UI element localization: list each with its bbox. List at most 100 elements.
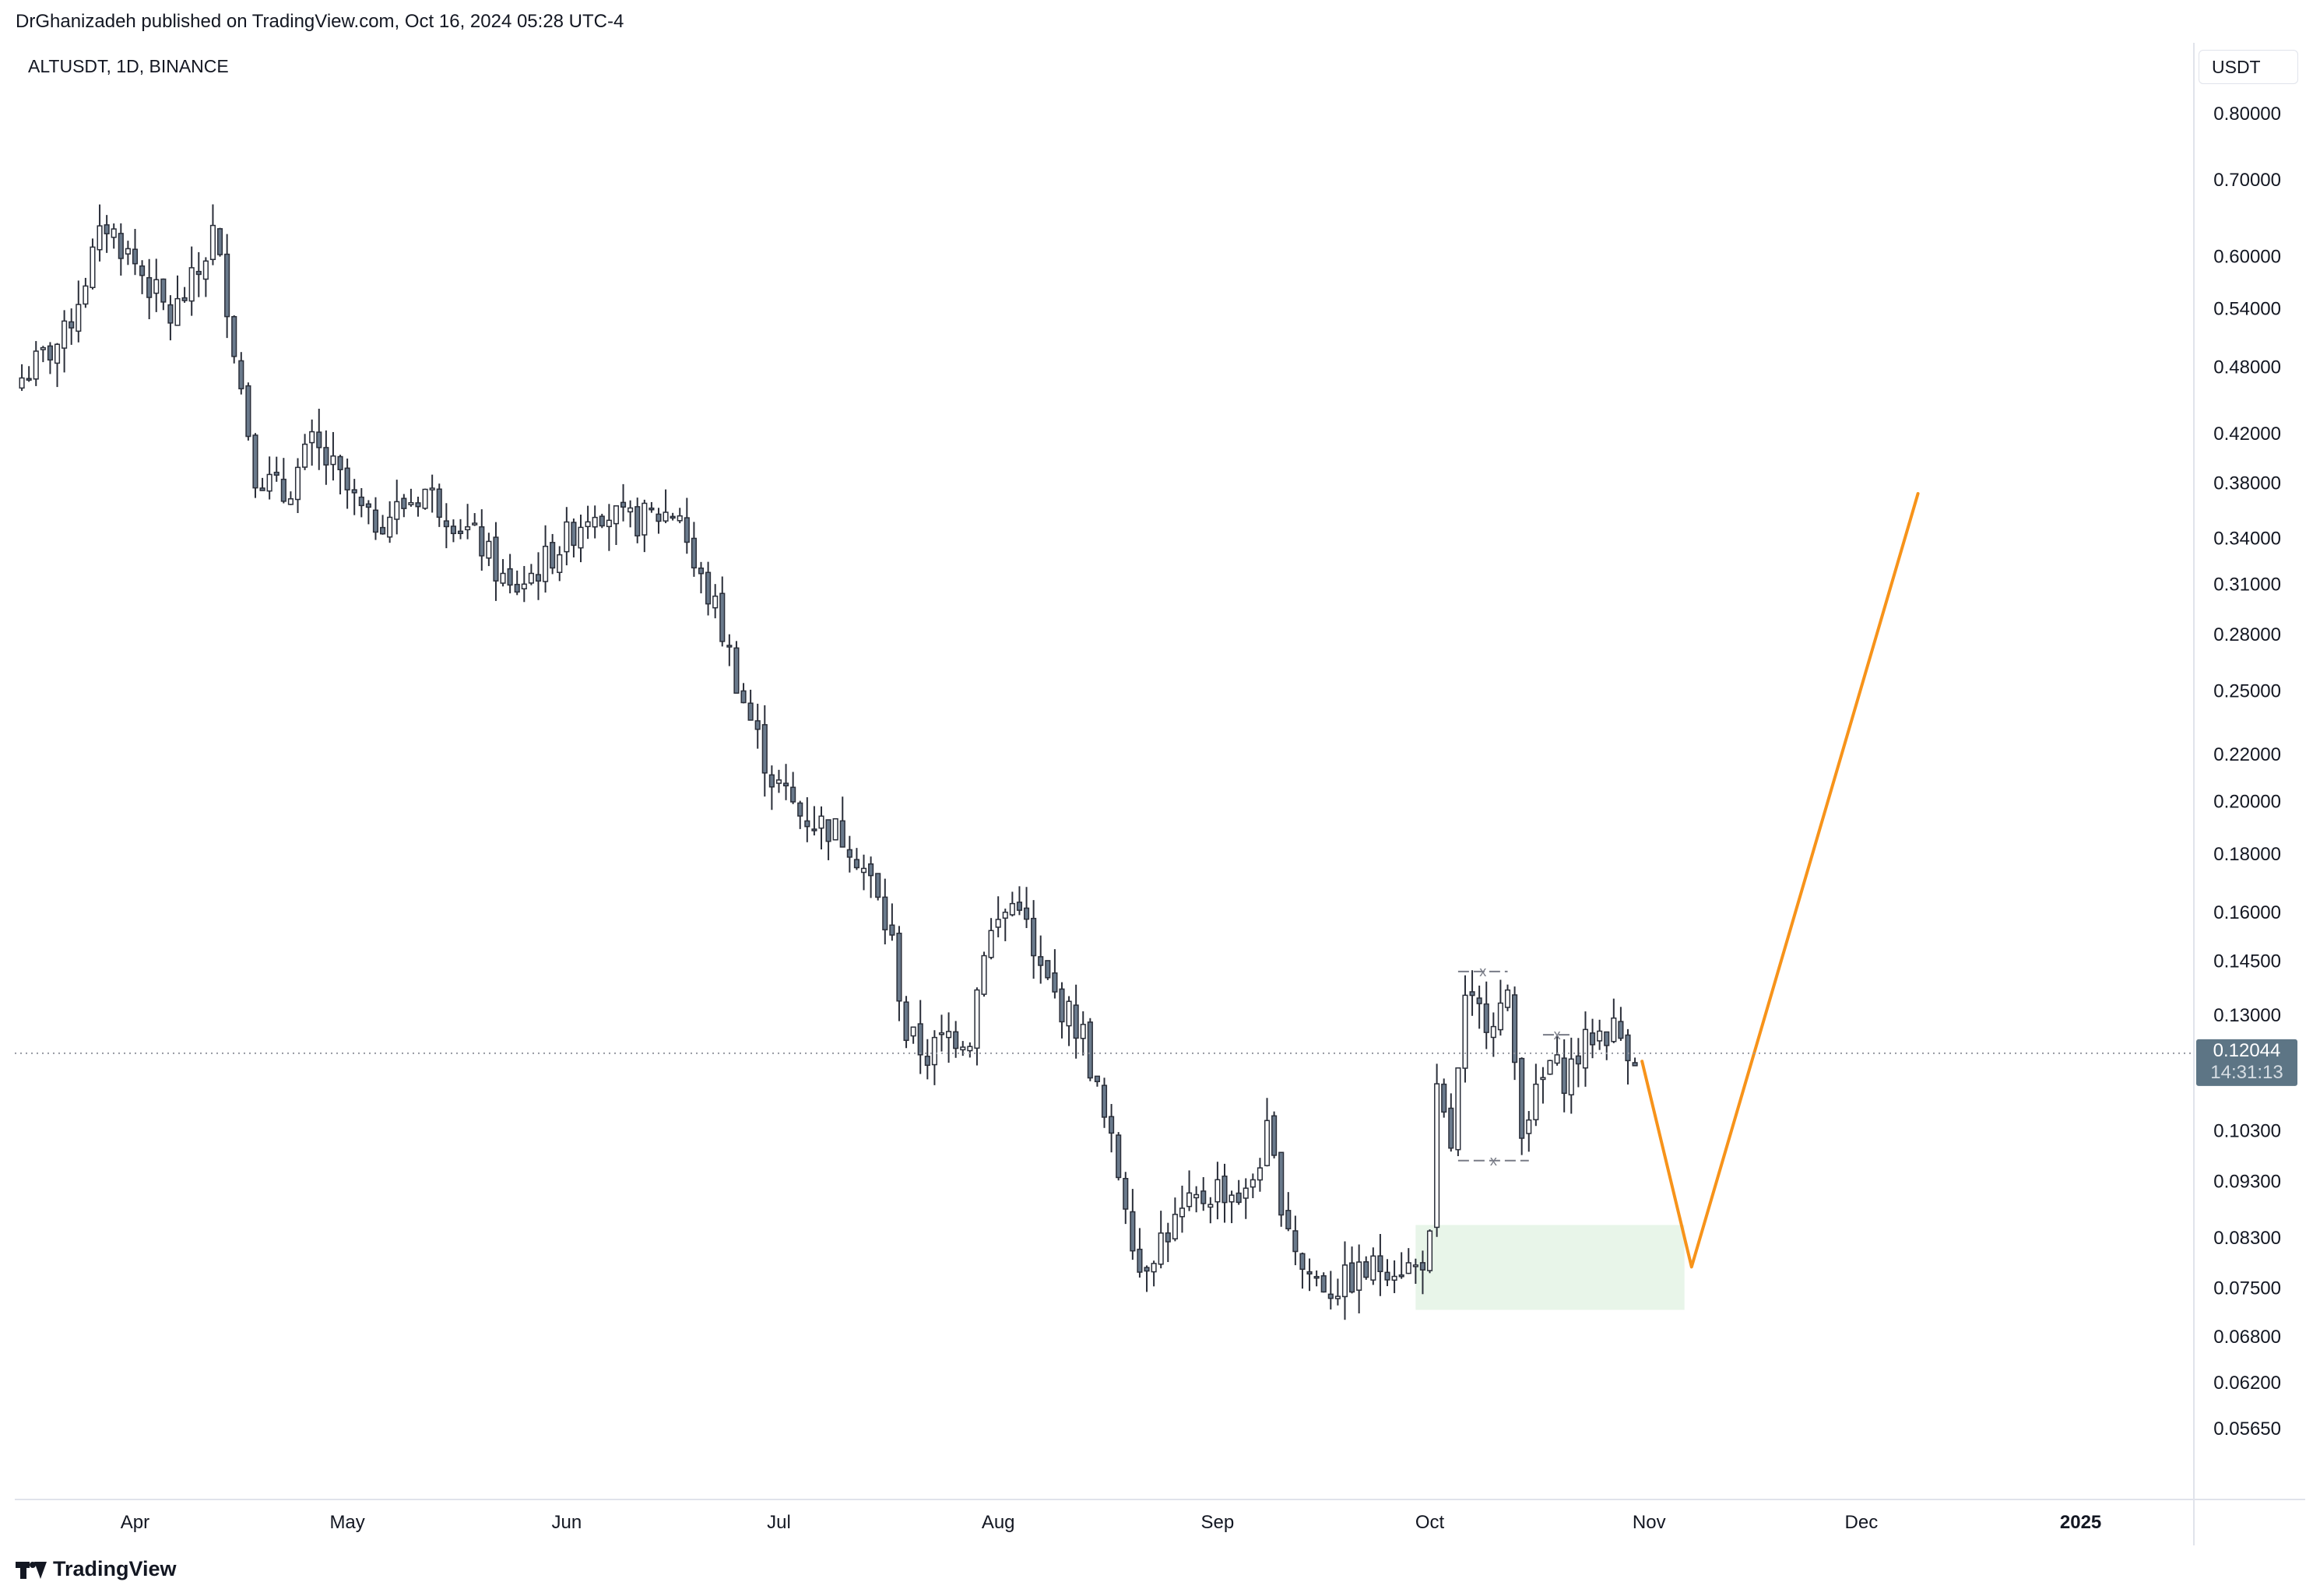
candle	[1419, 1250, 1426, 1295]
candle	[860, 854, 867, 891]
candle	[1618, 1007, 1624, 1041]
candle	[1094, 1075, 1100, 1087]
candle-body	[1547, 1060, 1553, 1075]
candle	[1490, 1012, 1496, 1057]
candle-body	[1313, 1275, 1320, 1279]
price-tick-label: 0.54000	[2213, 299, 2281, 320]
candle-body	[1412, 1264, 1418, 1267]
candle	[1377, 1233, 1383, 1296]
candle	[550, 533, 556, 575]
candle-body	[174, 297, 181, 326]
candle	[1625, 1028, 1631, 1085]
candle-body	[40, 346, 46, 350]
time-tick-label: Jul	[767, 1512, 791, 1533]
candle-body	[1377, 1255, 1383, 1272]
candle	[1158, 1211, 1164, 1269]
candle	[1214, 1162, 1221, 1220]
candle	[953, 1021, 959, 1058]
candle	[889, 903, 895, 941]
candle	[330, 431, 336, 481]
candle-body	[1080, 1024, 1086, 1039]
candle	[1412, 1258, 1418, 1285]
candle-body	[422, 488, 428, 509]
candle-body	[195, 270, 202, 276]
candle-body	[924, 1056, 930, 1067]
candle	[528, 564, 534, 585]
price-tick-label: 0.05650	[2213, 1418, 2281, 1440]
candle-body	[1151, 1263, 1157, 1273]
candle-body	[938, 1032, 945, 1035]
candle-body	[379, 526, 386, 535]
price-tick-label: 0.06800	[2213, 1327, 2281, 1348]
candle	[195, 251, 202, 297]
candle	[33, 341, 39, 386]
candle-body	[514, 583, 520, 593]
candle-body	[69, 321, 75, 329]
candle	[139, 260, 146, 294]
candle-body	[571, 522, 577, 547]
candle-body	[1462, 994, 1468, 1069]
price-tick-label: 0.07500	[2213, 1278, 2281, 1299]
candle	[967, 1042, 973, 1058]
candle-body	[104, 224, 110, 234]
candle	[1193, 1186, 1200, 1213]
candle	[83, 277, 89, 308]
candle	[302, 434, 308, 470]
candle	[429, 474, 435, 513]
candle	[1116, 1132, 1122, 1181]
candle	[287, 491, 294, 505]
candle	[202, 257, 209, 297]
price-tick-label: 0.38000	[2213, 473, 2281, 494]
candle-body	[1299, 1253, 1306, 1271]
candle	[280, 458, 286, 504]
candle-body	[1052, 972, 1058, 993]
candles	[19, 204, 1638, 1320]
candle-body	[1158, 1232, 1164, 1265]
candle-body	[1356, 1261, 1362, 1291]
tradingview-logo[interactable]: TradingView	[16, 1557, 177, 1581]
candle	[804, 797, 810, 842]
candle-body	[649, 507, 655, 511]
candle-body	[415, 502, 421, 508]
candle-body	[337, 455, 343, 471]
candle	[1597, 1019, 1603, 1050]
candle	[76, 280, 82, 343]
candle-body	[882, 896, 888, 930]
symbol-title[interactable]: ALTUSDT, 1D, BINANCE	[28, 56, 229, 76]
candle-body	[372, 509, 379, 533]
candle-body	[33, 350, 39, 380]
candle	[924, 1039, 930, 1080]
candle	[54, 343, 61, 388]
candle	[578, 514, 584, 563]
candle-body	[1490, 1025, 1496, 1039]
currency-button[interactable]: USDT	[2199, 50, 2298, 84]
candle	[1080, 1011, 1086, 1056]
candle-body	[1554, 1054, 1560, 1064]
candle-body	[1144, 1267, 1150, 1272]
candle	[903, 996, 909, 1049]
candle-body	[868, 863, 874, 877]
candle	[1179, 1185, 1186, 1233]
tradingview-brand-label: TradingView	[53, 1557, 177, 1580]
price-tick-label: 0.16000	[2213, 902, 2281, 923]
candle-body	[606, 519, 612, 528]
candle	[1370, 1247, 1376, 1285]
candle	[1391, 1260, 1397, 1293]
candle	[1547, 1060, 1553, 1075]
candle	[1632, 1057, 1638, 1067]
candle	[938, 1014, 945, 1052]
candle-body	[1561, 1057, 1567, 1095]
candle-body	[825, 819, 831, 842]
candle-body	[1575, 1055, 1581, 1065]
candle	[1243, 1178, 1249, 1219]
candle	[1320, 1272, 1327, 1293]
candle	[62, 310, 68, 373]
candle-body	[1398, 1274, 1404, 1278]
tradingview-logo-icon	[16, 1560, 47, 1579]
candle-body	[1391, 1275, 1397, 1281]
candle-body	[1250, 1179, 1256, 1188]
candle-body	[797, 802, 803, 817]
candle	[747, 689, 754, 721]
candle	[337, 455, 343, 495]
